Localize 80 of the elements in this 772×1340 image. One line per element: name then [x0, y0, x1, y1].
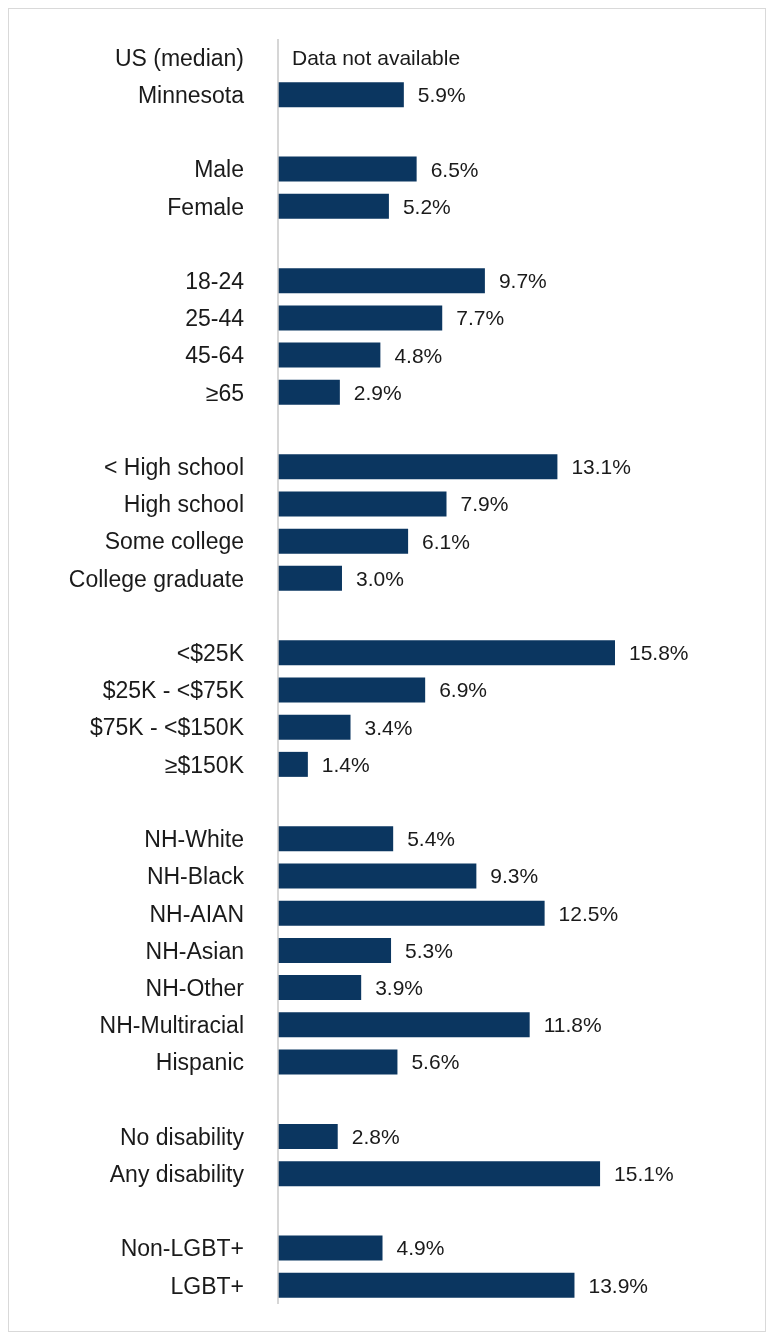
y-tick-label: 18-24 [185, 268, 245, 294]
bar [278, 565, 342, 591]
y-tick-label: US (median) [114, 44, 244, 71]
y-tick-label: $75K - <$150K [89, 714, 245, 741]
y-tick-label: Non-LGBT+ [120, 1235, 244, 1262]
data-label: 5.2% [402, 194, 451, 218]
bar [278, 379, 340, 405]
data-label: 7.9% [460, 492, 509, 516]
y-tick-label: High school [123, 491, 244, 518]
data-label: 15.1% [614, 1162, 674, 1186]
data-label: 4.9% [396, 1236, 445, 1260]
bar [278, 342, 381, 368]
data-label: 2.9% [353, 380, 402, 404]
bar [278, 1012, 530, 1038]
bar [278, 751, 308, 777]
y-tick-label: Hispanic [155, 1049, 244, 1076]
bar [278, 528, 409, 554]
bar [278, 1161, 601, 1187]
bar [278, 1049, 398, 1075]
data-label: 5.9% [417, 83, 466, 107]
y-tick-label: 45-64 [185, 342, 245, 369]
bar [278, 863, 477, 889]
bar [278, 937, 392, 963]
data-label: 5.6% [411, 1050, 460, 1074]
y-tick-label: ≥65 [205, 379, 244, 406]
data-label: 12.5% [558, 901, 619, 925]
bar [278, 193, 389, 219]
data-label: 15.8% [629, 641, 689, 665]
y-tick-label: NH-Multiracial [99, 1012, 244, 1039]
data-label: 13.9% [588, 1273, 649, 1297]
y-tick-label: NH-Black [146, 863, 245, 890]
bar [278, 975, 362, 1001]
bar [278, 1123, 338, 1149]
data-label: 3.4% [364, 715, 413, 739]
data-label: 6.9% [439, 678, 488, 702]
y-tick-label: No disability [120, 1123, 245, 1150]
data-label: 9.3% [490, 864, 539, 888]
y-tick-label: NH-Asian [145, 937, 244, 964]
bar [278, 156, 417, 182]
y-tick-label: Some college [104, 528, 244, 555]
y-tick-label: NH-Other [145, 974, 245, 1001]
y-tick-label: Minnesota [137, 81, 245, 108]
y-tick-label: NH-White [144, 826, 244, 853]
y-tick-label: NH-AIAN [149, 900, 244, 927]
y-tick-label: 25-44 [185, 305, 245, 332]
y-tick-label: $25K - <$75K [102, 677, 245, 704]
y-tick-label: College graduate [68, 565, 244, 592]
annotation: Data not available [292, 46, 461, 70]
bar [278, 640, 615, 666]
data-label: 11.8% [543, 1013, 602, 1037]
data-label: 13.1% [571, 455, 631, 479]
bar [278, 454, 558, 480]
data-label: 5.4% [407, 827, 456, 851]
data-label: 6.1% [422, 529, 470, 553]
y-tick-label: ≥$150K [164, 751, 245, 778]
bar [278, 82, 404, 108]
data-label: 6.5% [430, 157, 479, 181]
y-tick-label: < High school [104, 454, 244, 481]
bar [278, 677, 426, 703]
data-label: 9.7% [498, 269, 547, 293]
y-tick-label: Male [194, 156, 244, 183]
data-label: 1.4% [321, 752, 370, 776]
data-label: 4.8% [394, 343, 443, 367]
y-tick-label: LGBT+ [170, 1272, 244, 1299]
bar [278, 714, 351, 740]
bar [278, 305, 443, 331]
data-label: 2.8% [351, 1124, 400, 1148]
data-label: 5.3% [405, 938, 453, 962]
bar [278, 1272, 575, 1298]
bar [278, 826, 394, 852]
y-tick-label: Any disability [109, 1160, 245, 1187]
bar [278, 1235, 383, 1261]
data-label: 3.0% [355, 566, 404, 590]
bar [278, 268, 485, 294]
data-label: 3.9% [375, 976, 424, 1000]
bar [278, 491, 447, 517]
y-tick-label: Female [167, 193, 244, 220]
data-label: 7.7% [456, 306, 505, 330]
y-tick-label: <$25K [176, 640, 245, 667]
bar [278, 900, 545, 926]
